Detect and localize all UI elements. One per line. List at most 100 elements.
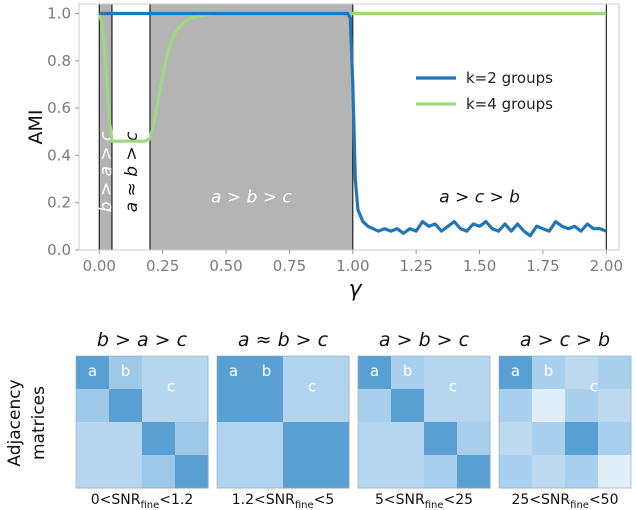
snr-range-label: 1.2<SNRfine<5 (232, 492, 335, 510)
matrix-block (391, 455, 425, 489)
matrix-block (499, 455, 533, 489)
matrix-block (391, 356, 425, 390)
matrix-panel-4: a > c > ba b c 25<SNRfine<50 (498, 329, 632, 510)
matrix-block (358, 455, 392, 489)
matrix-block (358, 356, 392, 390)
y-tick-label: 0.2 (47, 194, 71, 212)
x-tick-label: 0.50 (209, 257, 242, 275)
matrix-block (250, 455, 284, 489)
x-tick-labels: 0.00 0.25 0.50 0.75 1.00 1.25 1.50 1.75 2.00 (83, 250, 623, 275)
matrix-block (391, 422, 425, 456)
matrix-block (565, 455, 599, 489)
matrix-block (358, 389, 392, 423)
x-tick-label: 1.25 (399, 257, 432, 275)
y-axis-label: AMI (25, 110, 47, 145)
matrices-ylabel-line1: Adjacency (5, 379, 25, 466)
series-line-k-2-groups (99, 11, 607, 238)
matrix-block-label-a: a (370, 362, 379, 380)
matrix-block (217, 422, 251, 456)
legend-label: k=4 groups (466, 95, 553, 113)
matrix-title: a > c > b (520, 329, 610, 351)
matrix-block (316, 455, 350, 489)
x-tick-label: 1.75 (526, 257, 559, 275)
matrix-block (391, 389, 425, 423)
matrix-block (532, 356, 566, 390)
matrix-block (532, 455, 566, 489)
y-tick-label: 0.4 (47, 146, 71, 164)
matrix-block (499, 422, 533, 456)
matrix-block (76, 455, 110, 489)
regime-regions (98, 4, 607, 250)
snr-range-label: 5<SNRfine<25 (375, 492, 473, 510)
matrix-block-label-c: c (167, 378, 175, 396)
matrix-block (565, 389, 599, 423)
matrix-frame (75, 355, 209, 489)
region-label-0: b > a > c (97, 131, 117, 212)
matrix-block (175, 389, 209, 423)
matrix-block (175, 455, 209, 489)
y-tick-label: 0.0 (47, 241, 71, 259)
region-label-3: a > c > b (439, 188, 520, 208)
snr-range-label: 25<SNRfine<50 (512, 492, 619, 510)
matrix-block (424, 356, 458, 390)
matrix-block (532, 389, 566, 423)
matrix-block (283, 389, 317, 423)
matrix-block (424, 422, 458, 456)
matrix-frame (216, 355, 350, 489)
snr-range-label: 0<SNRfine<1.2 (91, 492, 194, 510)
plot-frame (78, 3, 620, 251)
matrix-block (457, 422, 491, 456)
matrix-block (358, 422, 392, 456)
matrix-block (250, 389, 284, 423)
matrix-panels: b > a > ca bc0<SNRfine<1.2a ≈ b > ca bc1.2… (75, 329, 632, 510)
matrix-block (76, 389, 110, 423)
matrix-panel-2: a ≈ b > ca b c 1.2<SNRfine<5 (216, 329, 350, 510)
matrix-block (76, 356, 110, 390)
matrix-block (598, 356, 632, 390)
y-tick-labels: 0.0 0.2 0.4 0.6 0.8 1.0 (47, 4, 79, 259)
y-tick-label: 0.8 (47, 52, 71, 70)
matrix-block (76, 422, 110, 456)
matrix-block (457, 389, 491, 423)
region-label-2: a > b > c (211, 188, 292, 208)
x-tick-label: 1.00 (336, 257, 369, 275)
y-tick-label: 0.6 (47, 99, 71, 117)
matrix-block (175, 422, 209, 456)
x-tick-label: 0.25 (146, 257, 179, 275)
shaded-region-0 (99, 4, 112, 250)
x-axis-label: γ (348, 277, 362, 302)
matrix-block (424, 455, 458, 489)
matrix-block-label-b: b (403, 362, 413, 380)
matrix-block (142, 422, 176, 456)
matrix-block (109, 356, 143, 390)
legend-label: k=2 groups (466, 69, 553, 87)
matrix-block (283, 422, 317, 456)
matrix-block (598, 389, 632, 423)
shaded-region-2 (149, 4, 353, 250)
matrix-block (142, 455, 176, 489)
matrix-block (217, 389, 251, 423)
y-tick-label: 1.0 (47, 4, 71, 22)
matrix-block-label-b: b (121, 362, 131, 380)
matrix-panel-3: a > b > ca b c 5<SNRfine<25 (357, 329, 491, 510)
adjacency-matrices: Adjacency matrices b > a > ca bc0<SNRfine… (5, 329, 632, 510)
series-lines (97, 11, 607, 238)
matrix-block (283, 455, 317, 489)
matrix-title: b > a > c (97, 329, 188, 351)
matrix-block-label-c: c (308, 378, 316, 396)
x-tick-label: 0.75 (273, 257, 306, 275)
matrix-block (457, 356, 491, 390)
matrix-block (217, 356, 251, 390)
matrix-block (142, 356, 176, 390)
legend: k=2 groups k=4 groups (416, 69, 553, 113)
matrix-block (109, 389, 143, 423)
matrix-block (499, 356, 533, 390)
x-tick-label: 1.50 (463, 257, 496, 275)
matrix-block (109, 422, 143, 456)
matrix-block (316, 389, 350, 423)
matrix-block (565, 356, 599, 390)
matrix-block-label-a: a (511, 362, 520, 380)
matrix-panel-1: b > a > ca b c 0<SNRfine<1.2 (75, 329, 209, 510)
matrix-block (217, 455, 251, 489)
